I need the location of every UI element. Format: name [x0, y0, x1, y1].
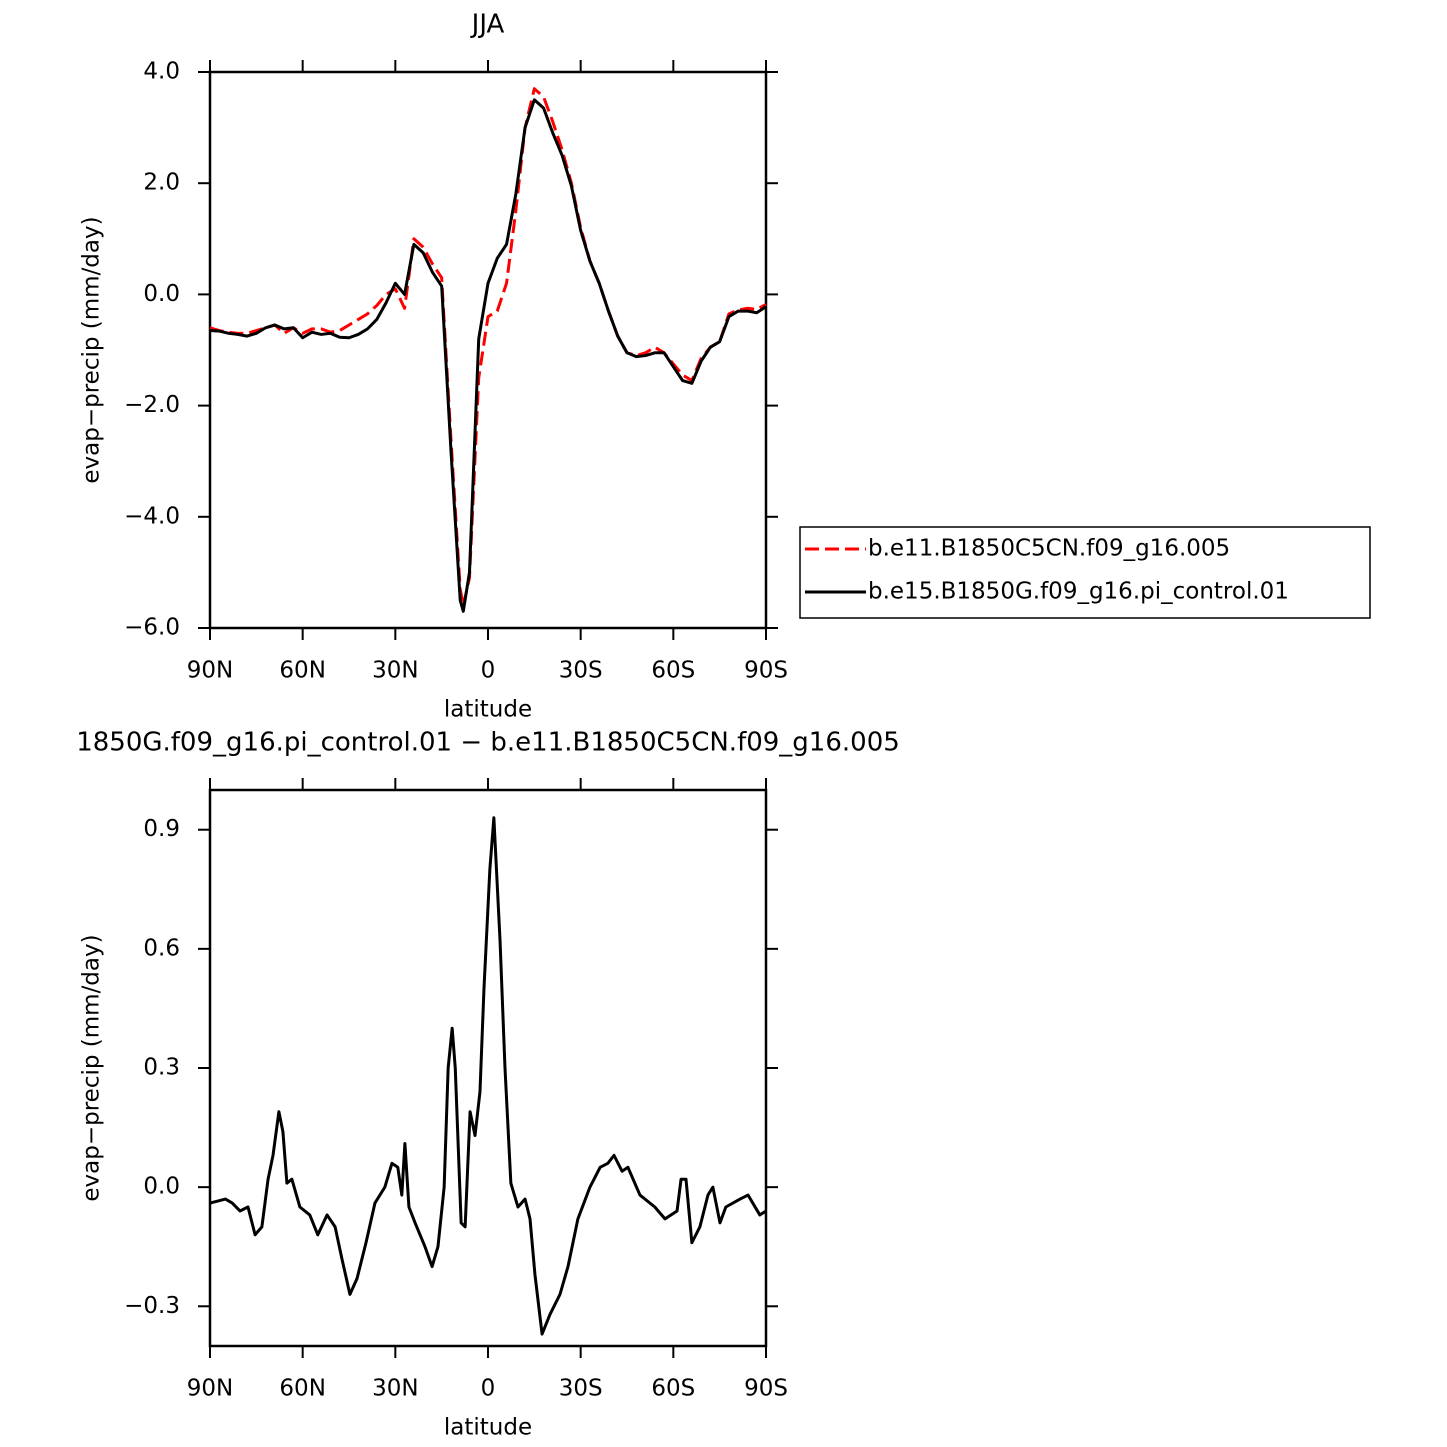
panel: JJA latitude evap−precip (mm/day) 90N 60N 30N…: [79, 10, 1371, 723]
plot-frame: [208, 788, 768, 1348]
x-tick-label: 30S: [559, 658, 603, 684]
series-line: [209, 87, 767, 608]
x-tick-label: 0: [481, 658, 496, 684]
y-tick-label: 0.0: [143, 281, 180, 307]
x-tick-label: 30S: [559, 1376, 603, 1402]
y-tick-label: −6.0: [124, 615, 180, 641]
x-tick-label: 60N: [279, 1376, 325, 1402]
x-tick-label: 30N: [372, 1376, 418, 1402]
legend-label: b.e15.B1850G.f09_g16.pi_control.01: [868, 579, 1289, 605]
panel: 1850G.f09_g16.pi_control.01 − b.e11.B185…: [76, 728, 900, 1441]
x-axis-label: latitude: [444, 1415, 532, 1441]
y-tick-label: 0.0: [143, 1174, 180, 1200]
y-tick-label: 0.6: [143, 935, 180, 961]
chart-title: 1850G.f09_g16.pi_control.01 − b.e11.B185…: [76, 728, 900, 758]
y-tick-label: 0.3: [143, 1055, 180, 1081]
chart-title: JJA: [470, 10, 505, 40]
x-tick-label: 60N: [279, 658, 325, 684]
x-tick-label: 30N: [372, 658, 418, 684]
plot-frame: [208, 70, 768, 630]
x-tick-label: 90N: [187, 658, 233, 684]
y-tick-label: 2.0: [143, 170, 180, 196]
x-tick-label: 60S: [651, 1376, 695, 1402]
y-tick-label: −2.0: [124, 392, 180, 418]
x-tick-label: 90S: [744, 1376, 788, 1402]
series-line: [209, 98, 767, 613]
x-tick-label: 90S: [744, 658, 788, 684]
y-tick-label: 4.0: [143, 59, 180, 85]
x-tick-label: 90N: [187, 1376, 233, 1402]
y-axis-label: evap−precip (mm/day): [79, 934, 105, 1201]
legend: b.e11.B1850C5CN.f09_g16.005 b.e15.B1850G.…: [799, 526, 1371, 619]
series-line: [209, 816, 767, 1336]
x-tick-label: 0: [481, 1376, 496, 1402]
y-tick-label: −0.3: [124, 1293, 180, 1319]
legend-box: [799, 526, 1371, 619]
y-tick-label: 0.9: [143, 816, 180, 842]
legend-label: b.e11.B1850C5CN.f09_g16.005: [868, 536, 1230, 562]
y-tick-label: −4.0: [124, 503, 180, 529]
x-axis-label: latitude: [444, 697, 532, 723]
y-axis-label: evap−precip (mm/day): [79, 216, 105, 483]
x-tick-label: 60S: [651, 658, 695, 684]
